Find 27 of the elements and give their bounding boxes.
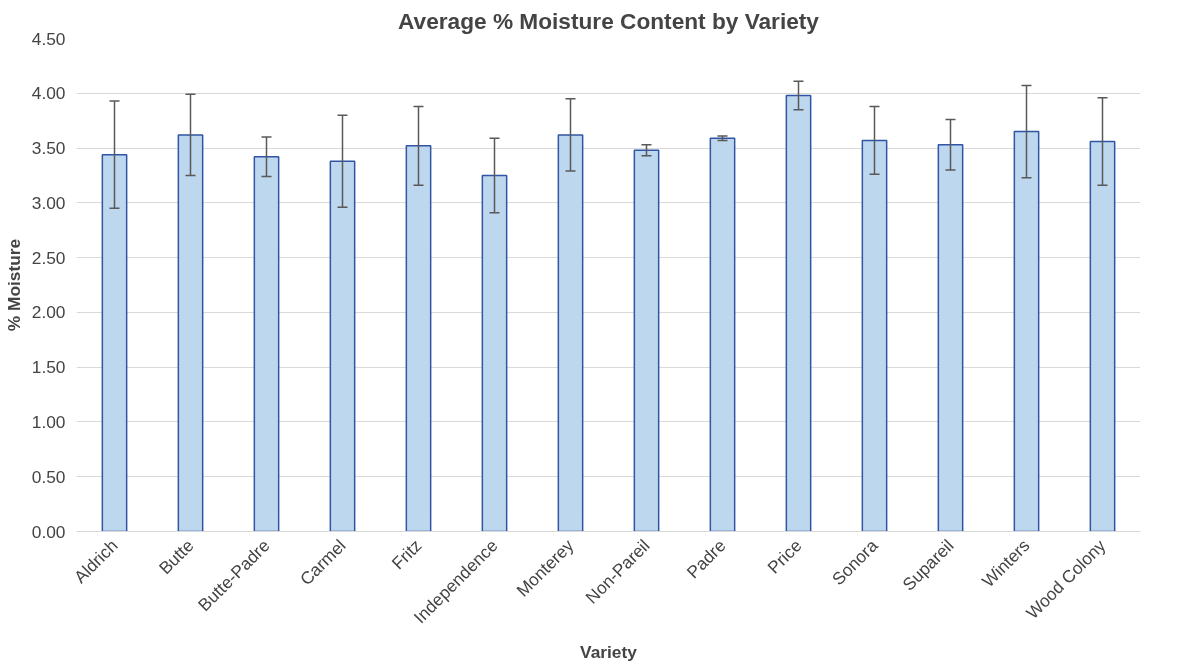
bar [101, 153, 128, 532]
bar [937, 144, 964, 532]
bar [1089, 140, 1116, 532]
chart-title: Average % Moisture Content by Variety [398, 7, 820, 34]
bar [405, 145, 432, 532]
bar [253, 156, 280, 532]
y-axis-title: % Moisture [3, 238, 24, 332]
y-tick-label: 3.00 [31, 192, 66, 213]
y-tick-label: 2.00 [31, 302, 66, 323]
y-tick-label: 0.50 [31, 466, 66, 487]
bar [709, 137, 736, 532]
bar [329, 160, 356, 532]
y-tick-label: 0.00 [31, 521, 66, 542]
y-tick-label: 2.50 [31, 247, 66, 268]
y-tick-label: 4.50 [31, 28, 66, 49]
bar [861, 139, 888, 532]
bar [785, 94, 812, 532]
y-tick-label: 4.00 [31, 83, 66, 104]
y-tick-label: 1.00 [31, 411, 66, 432]
bar [481, 174, 508, 532]
y-tick-label: 3.50 [31, 138, 66, 159]
bar [633, 149, 660, 532]
y-tick-label: 1.50 [31, 357, 66, 378]
bar [1013, 130, 1040, 532]
bar [557, 134, 584, 532]
bar [177, 134, 204, 532]
x-axis-title: Variety [580, 642, 638, 663]
